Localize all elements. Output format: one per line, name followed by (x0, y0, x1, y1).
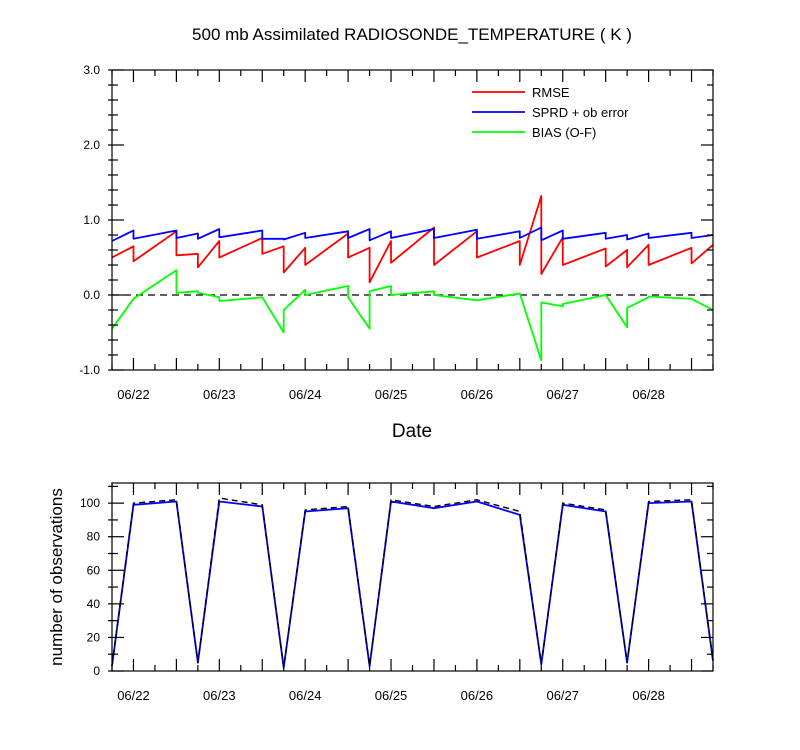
x-tick-label: 06/22 (117, 688, 150, 703)
legend-label-rmse: RMSE (532, 85, 570, 100)
chart-title: 500 mb Assimilated RADIOSONDE_TEMPERATUR… (192, 25, 632, 44)
legend: RMSE SPRD + ob error BIAS (O-F) (472, 85, 629, 140)
y-tick-label: -1.0 (79, 363, 100, 377)
x-tick-label: 06/28 (632, 688, 665, 703)
x-axis-label: Date (392, 421, 432, 442)
y-tick-label: 80 (87, 530, 101, 544)
series-line-rmse (111, 195, 714, 284)
y-axis-label-observations: number of observations (47, 488, 66, 666)
y-tick-label: 0.0 (83, 288, 100, 302)
x-tick-label: 06/27 (546, 387, 579, 402)
y-tick-label: 2.0 (83, 138, 100, 152)
x-tick-label: 06/27 (546, 688, 579, 703)
top-plot: 06/22 06/23 06/24 06/25 06/26 06/27 06/28 -1.0 0… (79, 63, 714, 402)
x-tick-label: 06/26 (461, 387, 494, 402)
legend-label-bias-o-f: BIAS (O-F) (532, 125, 596, 140)
y-tick-label: 40 (87, 597, 101, 611)
x-tick-label: 06/24 (289, 688, 322, 703)
y-tick-label: 60 (87, 563, 101, 577)
series-line-observations-possible (111, 497, 714, 669)
bottom-plot-frame (111, 482, 714, 672)
y-tick-label: 0 (93, 664, 100, 678)
x-tick-label: 06/25 (375, 387, 408, 402)
series-line-sprd-ob-error (111, 226, 714, 242)
series-line-observations-assimilated (111, 500, 714, 669)
y-tick-label: 1.0 (83, 213, 100, 227)
x-tick-label: 06/22 (117, 387, 150, 402)
x-tick-label: 06/25 (375, 688, 408, 703)
y-tick-label: 20 (87, 630, 101, 644)
x-tick-label: 06/23 (203, 688, 236, 703)
series-line-bias-o-f (111, 269, 714, 362)
x-tick-label: 06/28 (632, 387, 665, 402)
y-tick-label: 100 (80, 496, 100, 510)
legend-label-sprd-ob-error: SPRD + ob error (532, 105, 629, 120)
x-tick-label: 06/23 (203, 387, 236, 402)
y-tick-label: 3.0 (83, 63, 100, 77)
bottom-plot: 06/22 06/23 06/24 06/25 06/26 06/27 06/28 0 20 40… (80, 482, 714, 703)
x-tick-label: 06/26 (461, 688, 494, 703)
x-tick-label: 06/24 (289, 387, 322, 402)
